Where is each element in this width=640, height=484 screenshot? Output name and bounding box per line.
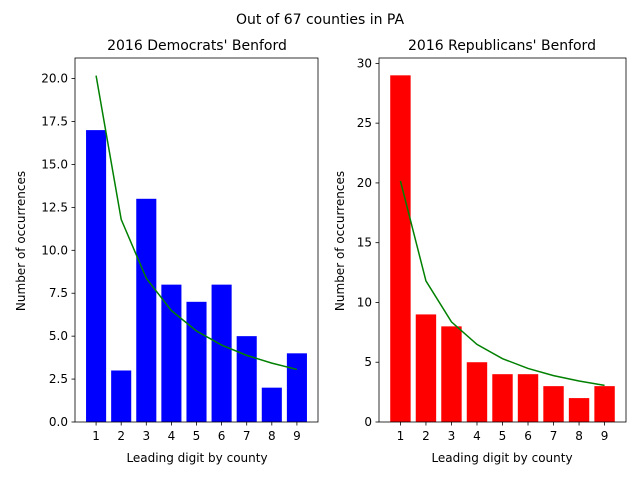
- bar-republicans-8: [568, 398, 590, 422]
- bar-democrats-2: [111, 370, 132, 422]
- y-tick-label-democrats-4: 10.0: [41, 243, 68, 257]
- y-tick-label-republicans-1: 5: [364, 355, 372, 369]
- x-tick-label-republicans-8: 8: [575, 429, 583, 443]
- plot-republicans: 1 2 3 4 5 6 7 8 9 0 5 10 15 20 25 30: [357, 56, 627, 443]
- bar-democrats-9: [286, 353, 307, 422]
- bar-democrats-3: [136, 198, 157, 422]
- ylabel-democrats: Number of occurrences: [14, 171, 28, 311]
- y-tick-label-republicans-5: 25: [357, 116, 372, 130]
- bar-republicans-1: [390, 75, 411, 422]
- y-tick-label-republicans-6: 30: [357, 56, 372, 70]
- bar-republicans-9: [594, 386, 615, 422]
- bar-republicans-6: [517, 374, 539, 422]
- x-tick-label-republicans-3: 3: [448, 429, 456, 443]
- x-tick-label-democrats-8: 8: [268, 429, 276, 443]
- bar-republicans-7: [543, 386, 564, 422]
- y-tick-label-democrats-8: 20.0: [41, 72, 68, 86]
- chart-title-democrats: 2016 Democrats' Benford: [107, 38, 287, 54]
- y-tick-label-republicans-4: 20: [357, 176, 372, 190]
- x-tick-label-democrats-7: 7: [243, 429, 251, 443]
- x-tick-label-republicans-9: 9: [601, 429, 609, 443]
- y-tick-label-republicans-2: 10: [357, 295, 372, 309]
- bar-democrats-8: [261, 387, 282, 422]
- y-tick-label-democrats-6: 15.0: [41, 157, 68, 171]
- bar-democrats-5: [186, 301, 207, 422]
- y-tick-label-democrats-2: 5.0: [49, 329, 68, 343]
- ylabel-republicans: Number of occurrences: [333, 171, 347, 311]
- x-tick-label-democrats-5: 5: [193, 429, 201, 443]
- xlabel-republicans: Leading digit by county: [431, 451, 572, 465]
- x-tick-label-republicans-5: 5: [499, 429, 507, 443]
- bar-republicans-4: [466, 362, 488, 422]
- y-tick-label-republicans-0: 0: [364, 415, 372, 429]
- y-tick-label-democrats-7: 17.5: [41, 115, 68, 129]
- x-tick-label-democrats-9: 9: [293, 429, 301, 443]
- x-tick-label-republicans-2: 2: [422, 429, 430, 443]
- y-tick-label-republicans-3: 15: [357, 236, 372, 250]
- y-tick-label-democrats-0: 0.0: [49, 415, 68, 429]
- x-tick-label-republicans-7: 7: [550, 429, 558, 443]
- chart-title-republicans: 2016 Republicans' Benford: [408, 38, 596, 54]
- bar-democrats-1: [86, 130, 107, 422]
- x-tick-label-democrats-4: 4: [168, 429, 176, 443]
- x-tick-label-democrats-1: 1: [92, 429, 100, 443]
- plot-democrats: 1 2 3 4 5 6 7 8 9 0.0 2.5 5.0 7.5 10.0 12.5 15.0 17.5 20.…: [41, 57, 319, 443]
- bar-republicans-3: [441, 326, 462, 422]
- y-tick-label-democrats-1: 2.5: [49, 372, 68, 386]
- x-tick-label-democrats-2: 2: [117, 429, 125, 443]
- expected-line-democrats: [95, 75, 298, 371]
- bar-democrats-7: [236, 336, 257, 422]
- x-tick-label-democrats-6: 6: [218, 429, 226, 443]
- expected-line-republicans: [399, 180, 605, 387]
- y-tick-label-democrats-3: 7.5: [49, 286, 68, 300]
- x-tick-label-republicans-1: 1: [397, 429, 405, 443]
- x-tick-label-democrats-3: 3: [142, 429, 150, 443]
- figure-suptitle: Out of 67 counties in PA: [236, 12, 405, 28]
- bar-republicans-5: [492, 374, 513, 422]
- bar-democrats-4: [161, 284, 182, 422]
- x-tick-label-republicans-6: 6: [524, 429, 532, 443]
- y-tick-label-democrats-5: 12.5: [41, 200, 68, 214]
- x-tick-label-republicans-4: 4: [473, 429, 481, 443]
- bar-republicans-2: [415, 314, 437, 422]
- xlabel-democrats: Leading digit by county: [126, 451, 267, 465]
- bar-democrats-6: [211, 284, 232, 422]
